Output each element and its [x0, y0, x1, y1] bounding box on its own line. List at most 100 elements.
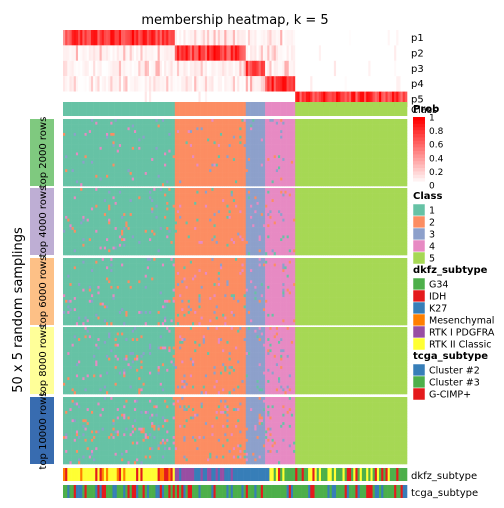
prob-cell: [353, 45, 356, 61]
membership-cell: [299, 166, 302, 170]
membership-cell: [200, 163, 204, 167]
membership-cell: [387, 119, 391, 123]
membership-cell: [372, 180, 376, 184]
membership-cell: [301, 124, 305, 128]
membership-cell: [78, 180, 81, 184]
membership-cell: [204, 166, 208, 170]
membership-cell: [275, 135, 279, 139]
membership-cell: [75, 144, 79, 148]
membership-cell: [230, 141, 234, 145]
class-cell: [325, 102, 328, 116]
membership-cell: [374, 163, 378, 167]
membership-cell: [125, 163, 128, 167]
membership-cell: [204, 149, 208, 153]
membership-cell: [351, 146, 354, 151]
prob-cell: [366, 60, 369, 77]
membership-cell: [293, 180, 296, 184]
prob-cell: [179, 45, 182, 61]
membership-cell: [340, 141, 343, 145]
membership-cell: [357, 183, 360, 187]
membership-cell: [297, 158, 300, 162]
prob-cell: [75, 76, 79, 92]
prob-cell: [310, 45, 313, 61]
membership-cell: [312, 152, 315, 156]
membership-cell: [84, 144, 87, 148]
membership-cell: [136, 119, 139, 123]
membership-cell: [389, 130, 393, 134]
membership-cell: [370, 180, 373, 184]
membership-cell: [213, 188, 216, 192]
membership-cell: [381, 124, 384, 128]
membership-cell: [116, 141, 120, 145]
membership-cell: [252, 155, 255, 159]
membership-cell: [172, 183, 176, 187]
membership-cell: [286, 188, 290, 192]
membership-cell: [342, 152, 345, 156]
membership-cell: [82, 149, 85, 153]
membership-cell: [239, 160, 242, 164]
membership-cell: [75, 166, 79, 170]
membership-cell: [136, 188, 139, 192]
membership-cell: [286, 121, 290, 125]
membership-cell: [396, 155, 399, 159]
membership-cell: [194, 160, 197, 164]
membership-cell: [325, 169, 328, 173]
membership-cell: [73, 149, 77, 153]
membership-cell: [282, 146, 285, 151]
membership-cell: [366, 119, 369, 123]
membership-cell: [245, 183, 249, 187]
membership-cell: [101, 146, 105, 151]
membership-cell: [323, 144, 326, 148]
membership-cell: [232, 146, 236, 151]
membership-cell: [370, 155, 373, 159]
prob-cell: [323, 30, 326, 46]
membership-cell: [69, 174, 72, 178]
membership-cell: [146, 152, 150, 156]
membership-cell: [286, 160, 290, 164]
prob-cell: [275, 30, 279, 46]
membership-cell: [144, 119, 148, 123]
membership-cell: [260, 127, 264, 131]
membership-cell: [344, 174, 348, 178]
membership-cell: [293, 146, 296, 151]
membership-cell: [366, 121, 369, 125]
membership-cell: [125, 135, 128, 139]
membership-cell: [256, 169, 259, 173]
membership-cell: [344, 177, 348, 181]
membership-cell: [256, 135, 259, 139]
membership-cell: [144, 172, 148, 176]
membership-cell: [151, 158, 154, 162]
prob-cell: [116, 45, 120, 61]
prob-cell: [336, 30, 339, 46]
membership-cell: [198, 141, 201, 145]
membership-cell: [75, 190, 79, 194]
membership-cell: [93, 166, 96, 170]
membership-cell: [219, 177, 223, 181]
membership-cell: [293, 174, 296, 178]
membership-cell: [293, 124, 296, 128]
membership-cell: [179, 169, 182, 173]
membership-cell: [168, 132, 171, 137]
membership-cell: [329, 152, 333, 156]
membership-cell: [138, 152, 141, 156]
membership-cell: [321, 172, 324, 176]
membership-cell: [327, 146, 330, 151]
membership-cell: [194, 177, 197, 181]
membership-cell: [260, 144, 264, 148]
membership-cell: [305, 149, 309, 153]
membership-cell: [75, 172, 79, 176]
class-cell: [80, 102, 83, 116]
membership-cell: [161, 160, 165, 164]
prob-cell: [121, 45, 124, 61]
membership-cell: [224, 169, 227, 173]
membership-cell: [374, 124, 378, 128]
membership-cell: [63, 160, 66, 164]
prob-cell: [351, 91, 354, 107]
membership-cell: [351, 149, 354, 153]
membership-cell: [391, 135, 395, 139]
membership-cell: [179, 160, 182, 164]
membership-cell: [239, 138, 242, 142]
membership-cell: [286, 163, 290, 167]
membership-cell: [189, 124, 193, 128]
membership-cell: [402, 183, 406, 187]
